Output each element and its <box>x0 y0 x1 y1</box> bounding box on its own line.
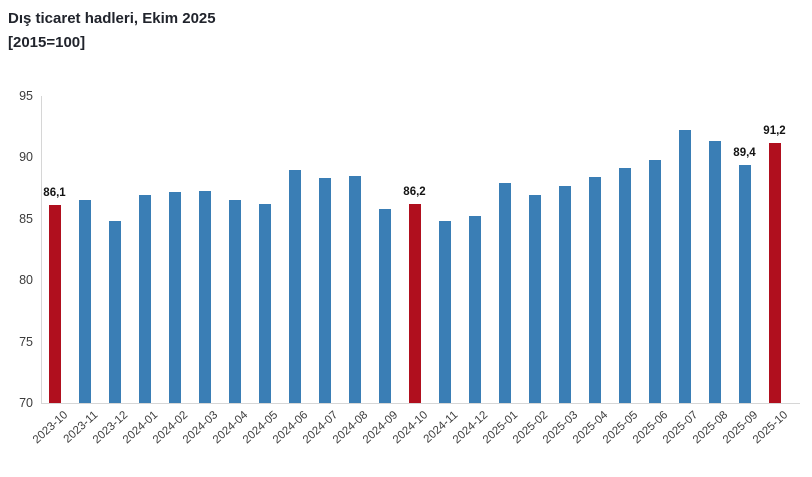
y-tick-label: 70 <box>19 396 33 410</box>
y-axis-line <box>41 96 42 403</box>
bar <box>288 169 301 403</box>
bar <box>768 142 781 403</box>
bar <box>618 168 631 403</box>
bar-data-label: 86,2 <box>403 186 426 199</box>
bar <box>528 195 541 403</box>
y-tick-label: 75 <box>19 334 33 349</box>
y-tick-label: 85 <box>19 211 33 226</box>
bar <box>48 205 61 403</box>
x-axis-line <box>41 403 800 404</box>
bar <box>198 190 211 403</box>
bar <box>228 200 241 403</box>
bar <box>168 191 181 403</box>
bar-data-label: 86,1 <box>43 187 66 200</box>
y-tick-label: 90 <box>19 150 33 165</box>
bar <box>498 183 511 403</box>
y-tick-label: 95 <box>19 89 33 103</box>
bar <box>318 178 331 403</box>
bar <box>588 177 601 403</box>
bar <box>558 185 571 403</box>
bar <box>378 208 391 403</box>
bar <box>78 200 91 403</box>
bar <box>438 221 451 403</box>
bar <box>348 175 361 403</box>
bar <box>468 216 481 403</box>
bar <box>738 164 751 403</box>
bar <box>108 221 121 403</box>
bar-data-label: 91,2 <box>763 124 786 137</box>
bar <box>138 195 151 403</box>
chart-subtitle: [2015=100] <box>8 34 86 51</box>
bar <box>708 141 721 403</box>
bar-data-label: 89,4 <box>733 146 756 159</box>
bar <box>258 204 271 403</box>
y-tick-label: 80 <box>19 273 33 288</box>
bar <box>678 130 691 403</box>
chart-title: Dış ticaret hadleri, Ekim 2025 <box>8 10 216 27</box>
bar <box>408 204 421 403</box>
bar <box>648 159 661 403</box>
